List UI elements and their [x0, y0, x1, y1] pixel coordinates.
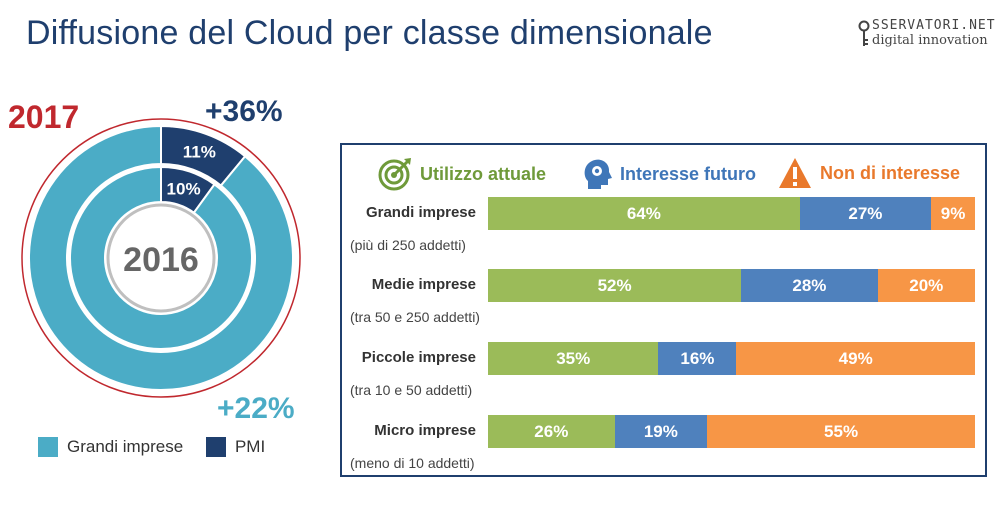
bar-segment: 49%: [736, 342, 975, 375]
bar-segment: 28%: [741, 269, 878, 302]
bar-segment: 52%: [488, 269, 742, 302]
category-label: Piccole imprese: [361, 349, 476, 366]
stacked-bar: 52% 28% 20%: [488, 269, 975, 302]
donut-slice-grandi-2016: [69, 165, 253, 350]
legend-label: Utilizzo attuale: [420, 163, 547, 184]
category-subtitle: (meno di 10 addetti): [350, 455, 475, 471]
category-label: Medie imprese: [371, 276, 476, 293]
head-gears-icon: [584, 159, 612, 189]
target-icon: [378, 158, 411, 191]
bar-segment: 26%: [488, 415, 615, 448]
logo-name: SSERVATORI.NET: [872, 18, 996, 33]
osservatori-logo: SSERVATORI.NET digital innovation: [858, 18, 995, 58]
year-2017-label: 2017: [8, 99, 79, 135]
bar-segment: 20%: [877, 269, 975, 302]
legend-label: Non di interesse: [820, 162, 961, 183]
bar-segment: 9%: [931, 197, 975, 230]
outer-ring-border: [21, 118, 301, 398]
legend-label: Grandi imprese: [67, 437, 184, 456]
donut-chart: 11% 10% 2016 2017 +36% +22%: [8, 95, 301, 425]
legend-utilizzo: Utilizzo attuale: [378, 157, 546, 191]
stacked-bar: 35% 16% 49%: [488, 342, 975, 375]
legend-non-interesse: Non di interesse: [778, 157, 960, 189]
bar-segment: 16%: [658, 342, 737, 375]
legend-item-pmi: PMI: [205, 437, 266, 457]
donut-legend: Grandi imprese PMI: [38, 437, 283, 462]
category-subtitle: (tra 50 e 250 addetti): [350, 309, 480, 325]
donut-data-label: 11%: [183, 143, 216, 162]
legend-label: Interesse futuro: [620, 163, 757, 184]
growth-pmi-label: +36%: [205, 95, 283, 128]
warning-icon: [779, 158, 811, 188]
bar-segment: 55%: [707, 415, 975, 448]
donut-data-label: 10%: [167, 180, 201, 199]
bar-segment: 19%: [614, 415, 708, 448]
legend-item-grandi: Grandi imprese: [38, 437, 183, 457]
legend-swatch: [38, 437, 58, 457]
bar-segment: 35%: [488, 342, 659, 375]
legend-swatch: [205, 437, 226, 457]
bar-segment: 64%: [488, 197, 800, 230]
key-icon: [858, 20, 870, 46]
bar-segment: 27%: [799, 197, 932, 230]
category-subtitle: (più di 250 addetti): [350, 237, 466, 253]
donut-slice-grandi-2017: [28, 124, 294, 391]
category-label: Grandi imprese: [365, 204, 476, 221]
stacked-bar: 26% 19% 55%: [488, 415, 975, 448]
legend-interesse: Interesse futuro: [582, 157, 756, 191]
category-label: Micro imprese: [374, 422, 476, 439]
center-hole-border: [106, 203, 216, 313]
logo-tagline: digital innovation: [872, 33, 988, 48]
legend-label: PMI: [234, 437, 266, 456]
stacked-bar: 64% 27% 9%: [488, 197, 975, 230]
center-year-label: 2016: [123, 241, 199, 279]
category-subtitle: (tra 10 e 50 addetti): [350, 382, 473, 398]
growth-grandi-label: +22%: [217, 392, 295, 425]
stacked-bar-panel: Utilizzo attuale Interesse futuro Non di…: [340, 143, 987, 477]
page-title: Diffusione del Cloud per classe dimensio…: [26, 14, 713, 52]
ring-2017: 11%: [28, 124, 294, 391]
ring-2016: 10%: [69, 165, 253, 350]
